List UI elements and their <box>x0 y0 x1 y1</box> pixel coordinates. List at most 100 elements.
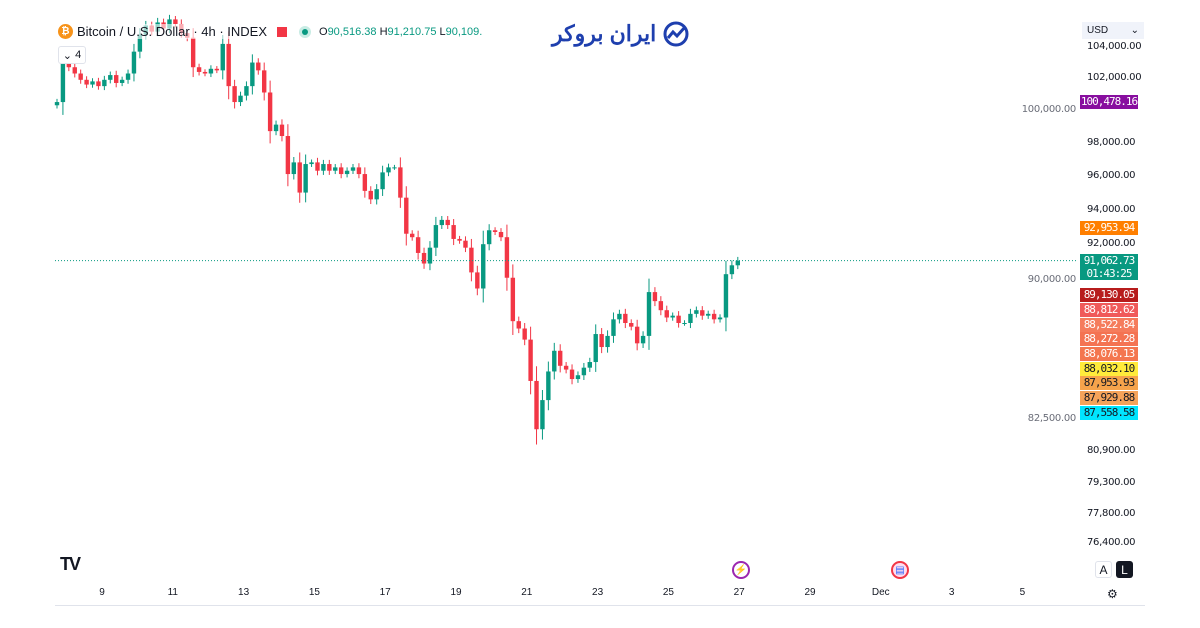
candle-body[interactable] <box>119 79 125 83</box>
candle-body[interactable] <box>350 167 356 171</box>
candle-body[interactable] <box>540 400 545 430</box>
candle-body[interactable] <box>717 317 723 320</box>
flag-icon[interactable] <box>277 26 287 37</box>
candle-body[interactable] <box>78 73 83 80</box>
candle-body[interactable] <box>66 60 72 68</box>
candle-body[interactable] <box>658 301 664 311</box>
candle-body[interactable] <box>445 219 450 226</box>
candle-body[interactable] <box>481 244 486 289</box>
symbol-title[interactable]: Bitcoin / U.S. Dollar · 4h · INDEX <box>77 24 267 39</box>
candle-body[interactable] <box>190 37 196 68</box>
candle-body[interactable] <box>333 167 338 171</box>
candle-body[interactable] <box>202 71 208 74</box>
auto-scale-button[interactable]: A <box>1095 561 1112 578</box>
candle-body[interactable] <box>309 162 314 165</box>
candle-body[interactable] <box>137 34 143 52</box>
candle-body[interactable] <box>581 367 587 376</box>
candle-body[interactable] <box>208 68 214 74</box>
candle-body[interactable] <box>90 81 95 85</box>
market-status-icon[interactable] <box>299 25 311 38</box>
candle-body[interactable] <box>634 326 640 344</box>
candle-body[interactable] <box>238 95 243 103</box>
candle-body[interactable] <box>546 371 551 401</box>
candle-body[interactable] <box>670 315 675 318</box>
candle-body[interactable] <box>226 43 231 87</box>
candle-body[interactable] <box>421 252 427 264</box>
candle-body[interactable] <box>250 62 255 87</box>
candle-body[interactable] <box>404 197 409 234</box>
candle-body[interactable] <box>516 321 521 329</box>
candle-body[interactable] <box>315 162 320 171</box>
candle-body[interactable] <box>386 167 391 173</box>
candle-body[interactable] <box>492 230 498 232</box>
candle-body[interactable] <box>54 102 60 106</box>
candle-body[interactable] <box>569 369 575 380</box>
candle-body[interactable] <box>700 310 705 316</box>
candle-body[interactable] <box>729 265 735 275</box>
candle-body[interactable] <box>611 319 616 336</box>
candle-body[interactable] <box>711 313 717 320</box>
candle-body[interactable] <box>463 240 468 248</box>
candle-body[interactable] <box>108 75 113 80</box>
candle-body[interactable] <box>167 19 172 29</box>
candle-body[interactable] <box>486 230 492 245</box>
candle-body[interactable] <box>262 70 267 93</box>
candle-body[interactable] <box>415 237 421 253</box>
candle-body[interactable] <box>214 68 220 71</box>
candle-body[interactable] <box>232 86 237 103</box>
candle-body[interactable] <box>623 313 628 324</box>
candle-body[interactable] <box>664 310 669 318</box>
candle-body[interactable] <box>629 323 634 327</box>
candle-body[interactable] <box>575 375 581 380</box>
candle-body[interactable] <box>279 124 285 137</box>
candle-body[interactable] <box>362 174 368 191</box>
candle-body[interactable] <box>72 67 77 74</box>
candle-body[interactable] <box>114 75 119 83</box>
candle-body[interactable] <box>688 313 693 324</box>
candle-body[interactable] <box>534 380 539 430</box>
candle-body[interactable] <box>498 231 504 238</box>
candle-body[interactable] <box>587 362 592 368</box>
candle-body[interactable] <box>256 62 261 71</box>
candle-body[interactable] <box>593 334 598 363</box>
log-scale-button[interactable]: L <box>1116 561 1133 578</box>
candle-body[interactable] <box>297 162 302 193</box>
candle-body[interactable] <box>374 189 379 200</box>
currency-select[interactable]: USD ⌄ <box>1082 22 1144 39</box>
candle-body[interactable] <box>427 247 433 264</box>
candle-body[interactable] <box>244 86 249 96</box>
candle-body[interactable] <box>706 313 711 316</box>
candle-body[interactable] <box>380 172 385 190</box>
candle-body[interactable] <box>273 124 279 132</box>
candle-body[interactable] <box>735 260 740 266</box>
candle-body[interactable] <box>694 310 699 314</box>
candle-body[interactable] <box>504 237 510 278</box>
us-flag-event-icon[interactable]: ▤ <box>891 561 909 579</box>
candle-body[interactable] <box>291 162 296 175</box>
candle-body[interactable] <box>510 277 516 322</box>
candle-body[interactable] <box>563 365 569 370</box>
candle-body[interactable] <box>285 136 291 175</box>
tradingview-logo[interactable]: TV <box>60 554 81 574</box>
candle-body[interactable] <box>344 170 350 175</box>
candle-body[interactable] <box>558 350 563 366</box>
candle-body[interactable] <box>652 292 658 302</box>
candle-body[interactable] <box>125 73 131 80</box>
candle-body[interactable] <box>398 167 403 198</box>
candle-body[interactable] <box>640 335 646 344</box>
candle-body[interactable] <box>131 51 137 74</box>
candle-body[interactable] <box>475 272 480 289</box>
candle-body[interactable] <box>303 164 308 193</box>
candle-body[interactable] <box>522 328 527 340</box>
candle-body[interactable] <box>528 339 533 381</box>
symbol-legend[interactable]: ₿ Bitcoin / U.S. Dollar · 4h · INDEX O90… <box>58 24 483 39</box>
candle-body[interactable] <box>102 79 107 87</box>
candle-body[interactable] <box>368 190 373 200</box>
candle-body[interactable] <box>605 335 610 348</box>
candle-body[interactable] <box>723 274 729 318</box>
candle-body[interactable] <box>433 225 439 248</box>
candle-body[interactable] <box>356 167 362 175</box>
candle-body[interactable] <box>451 225 456 239</box>
candle-body[interactable] <box>321 164 326 171</box>
